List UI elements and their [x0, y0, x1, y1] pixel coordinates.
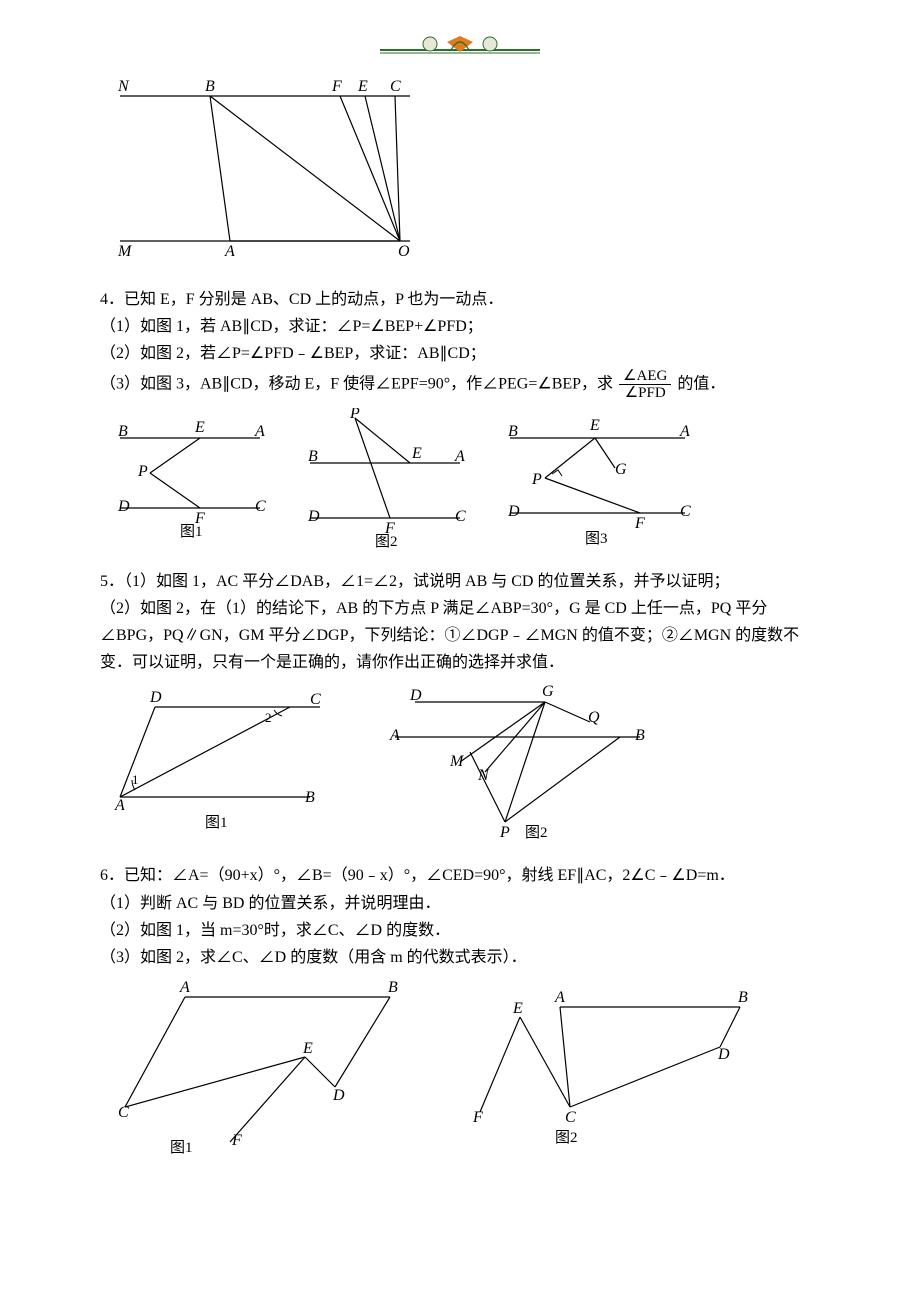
svg-text:N: N — [477, 767, 490, 784]
problem-4-sub2: （2）如图 2，若∠P=∠PFD﹣∠BEP，求证：AB∥CD； — [100, 340, 820, 367]
svg-text:图1: 图1 — [180, 523, 203, 538]
label-M: M — [117, 243, 133, 260]
svg-text:E: E — [589, 417, 600, 434]
problem-6-stem: 6．已知：∠A=（90+x）°，∠B=（90﹣x）°，∠CED=90°，射线 E… — [100, 862, 820, 889]
svg-text:图2: 图2 — [525, 824, 548, 841]
svg-text:D: D — [117, 498, 130, 515]
p4-figure-1: B E A P D F C 图1 — [110, 408, 280, 538]
svg-text:B: B — [508, 423, 518, 440]
svg-text:M: M — [449, 753, 465, 770]
svg-text:B: B — [635, 727, 645, 744]
svg-text:C: C — [118, 1104, 129, 1121]
svg-text:D: D — [409, 687, 422, 704]
svg-text:B: B — [118, 423, 128, 440]
svg-text:C: C — [455, 508, 466, 525]
svg-text:C: C — [680, 503, 691, 520]
svg-text:P: P — [349, 408, 360, 422]
svg-text:E: E — [411, 445, 422, 462]
problem-6-sub2: （2）如图 1，当 m=30°时，求∠C、∠D 的度数． — [100, 917, 820, 944]
svg-text:C: C — [255, 498, 266, 515]
svg-text:F: F — [472, 1109, 483, 1126]
svg-text:D: D — [717, 1046, 730, 1063]
svg-text:D: D — [307, 508, 320, 525]
svg-text:A: A — [179, 979, 190, 996]
problem-4: 4．已知 E，F 分别是 AB、CD 上的动点，P 也为一动点． （1）如图 1… — [100, 286, 820, 548]
label-F: F — [331, 78, 342, 95]
problem-5-figures: 1 2 D C A B 图1 — [110, 682, 820, 842]
svg-text:2: 2 — [265, 710, 272, 725]
svg-text:A: A — [389, 727, 400, 744]
label-C: C — [390, 78, 401, 95]
p5-figure-2: D G Q A B M N P 图2 — [360, 682, 660, 842]
label-N: N — [117, 78, 130, 95]
problem-4-figures: B E A P D F C 图1 P B — [110, 408, 820, 548]
p5-figure-1: 1 2 D C A B 图1 — [110, 682, 340, 832]
problem-3-figure: N B F E C M A O — [100, 71, 820, 266]
label-A: A — [224, 243, 235, 260]
p4-figure-2: P B E A D F C 图2 — [300, 408, 480, 548]
svg-text:E: E — [302, 1040, 313, 1057]
svg-text:A: A — [254, 423, 265, 440]
label-B: B — [205, 78, 215, 95]
svg-text:D: D — [149, 689, 162, 706]
problem-5-stem2: （2）如图 2，在（1）的结论下，AB 的下方点 P 满足∠ABP=30°，G … — [100, 595, 820, 677]
p4-figure-3: B E A G P D F C 图3 — [500, 408, 700, 548]
p6-figure-1: A B C E D F 图1 — [110, 977, 420, 1157]
problem-6-figures: A B C E D F 图1 A — [110, 977, 820, 1157]
header-decoration — [100, 30, 820, 63]
problem-4-sub1: （1）如图 1，若 AB∥CD，求证：∠P=∠BEP+∠PFD； — [100, 313, 820, 340]
svg-text:图1: 图1 — [205, 814, 228, 831]
problem-5: 5．（1）如图 1，AC 平分∠DAB，∠1=∠2，试说明 AB 与 CD 的位… — [100, 568, 820, 843]
svg-text:1: 1 — [132, 772, 139, 787]
svg-text:A: A — [454, 448, 465, 465]
svg-text:F: F — [231, 1132, 242, 1149]
svg-text:A: A — [554, 989, 565, 1006]
svg-text:D: D — [332, 1087, 345, 1104]
svg-text:C: C — [310, 691, 321, 708]
svg-text:D: D — [507, 503, 520, 520]
svg-text:C: C — [565, 1109, 576, 1126]
svg-text:B: B — [738, 989, 748, 1006]
label-E: E — [357, 78, 368, 95]
svg-text:F: F — [634, 515, 645, 532]
problem-5-stem1: 5．（1）如图 1，AC 平分∠DAB，∠1=∠2，试说明 AB 与 CD 的位… — [100, 568, 820, 595]
svg-text:E: E — [194, 419, 205, 436]
svg-text:图2: 图2 — [375, 533, 398, 548]
svg-text:G: G — [615, 461, 627, 478]
svg-text:B: B — [388, 979, 398, 996]
svg-text:P: P — [137, 463, 148, 480]
svg-text:A: A — [679, 423, 690, 440]
svg-text:E: E — [512, 1000, 523, 1017]
svg-text:图2: 图2 — [555, 1129, 578, 1146]
problem-4-stem: 4．已知 E，F 分别是 AB、CD 上的动点，P 也为一动点． — [100, 286, 820, 313]
svg-text:B: B — [305, 789, 315, 806]
svg-text:P: P — [499, 824, 510, 841]
problem-6-sub3: （3）如图 2，求∠C、∠D 的度数（用含 m 的代数式表示）． — [100, 944, 820, 971]
svg-text:A: A — [114, 797, 125, 814]
label-O: O — [398, 243, 410, 260]
svg-text:B: B — [308, 448, 318, 465]
svg-text:图1: 图1 — [170, 1139, 193, 1156]
svg-text:P: P — [531, 471, 542, 488]
svg-text:图3: 图3 — [585, 530, 608, 547]
problem-6-sub1: （1）判断 AC 与 BD 的位置关系，并说明理由． — [100, 890, 820, 917]
svg-text:Q: Q — [588, 709, 600, 726]
fraction-aeg-pfd: ∠AEG ∠PFD — [619, 368, 671, 402]
p6-figure-2: A B E D C F 图2 — [440, 977, 760, 1147]
problem-6: 6．已知：∠A=（90+x）°，∠B=（90﹣x）°，∠CED=90°，射线 E… — [100, 862, 820, 1157]
problem-4-sub3: （3）如图 3，AB∥CD，移动 E，F 使得∠EPF=90°，作∠PEG=∠B… — [100, 368, 820, 402]
svg-text:G: G — [542, 683, 554, 700]
